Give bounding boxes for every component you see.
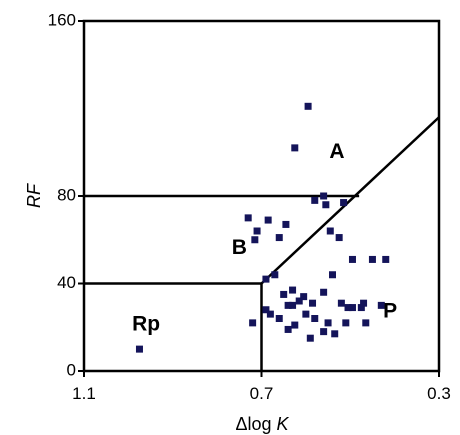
region-labels: A B Rp P: [132, 140, 397, 336]
x-axis-ticks: 1.1 0.7 0.3: [72, 371, 451, 403]
data-point: [266, 310, 274, 318]
data-point: [275, 315, 283, 322]
data-point: [302, 310, 310, 318]
data-point: [335, 234, 343, 242]
region-label-p: P: [383, 299, 397, 322]
data-point: [306, 334, 314, 342]
data-point: [275, 234, 283, 242]
data-point: [300, 293, 308, 301]
region-label-rp: Rp: [132, 313, 160, 336]
y-axis-ticks: 160 80 40 0: [48, 10, 84, 379]
data-point: [320, 288, 328, 296]
data-point: [311, 196, 319, 204]
data-point: [249, 319, 257, 327]
data-point: [284, 325, 292, 333]
data-point: [282, 220, 290, 228]
region-boundaries: [84, 116, 440, 371]
data-point: [348, 255, 356, 263]
data-point: [304, 102, 312, 110]
data-point: [362, 319, 370, 327]
y-tick-label: 160: [48, 10, 76, 29]
data-point: [264, 216, 272, 224]
data-point: [289, 301, 297, 309]
data-point: [280, 290, 288, 298]
region-label-a: A: [329, 140, 344, 163]
data-point: [271, 271, 279, 279]
data-point: [320, 192, 328, 200]
data-point: [320, 328, 328, 336]
data-point: [357, 304, 365, 312]
data-point: [337, 299, 345, 307]
data-point: [135, 345, 143, 353]
data-point: [262, 275, 270, 283]
data-point: [295, 297, 303, 305]
boundary-diagonal: [260, 116, 440, 285]
data-point: [311, 315, 319, 322]
data-point: [253, 227, 261, 235]
data-point: [368, 255, 376, 263]
region-label-b: B: [232, 236, 247, 259]
data-point: [322, 201, 330, 209]
data-point: [251, 236, 259, 244]
data-point: [331, 330, 339, 338]
data-point: [324, 319, 332, 327]
x-tick-label: 0.3: [427, 384, 451, 403]
data-point: [262, 306, 270, 314]
data-point: [309, 299, 317, 307]
data-point: [291, 144, 299, 152]
data-point: [244, 214, 252, 222]
data-point: [326, 227, 334, 235]
x-axis-label: Δlog K: [235, 414, 289, 434]
y-tick-label: 80: [57, 185, 76, 204]
data-point: [284, 301, 292, 309]
y-tick-label: 0: [67, 360, 76, 379]
data-point: [289, 286, 297, 294]
data-point: [291, 321, 299, 329]
data-point: [344, 304, 352, 312]
x-tick-label: 0.7: [250, 384, 274, 403]
x-tick-label: 1.1: [72, 384, 96, 403]
data-point: [348, 304, 356, 312]
data-points: [135, 102, 390, 353]
data-point: [377, 301, 385, 309]
y-axis-label: RF: [24, 183, 44, 208]
data-point: [382, 255, 390, 263]
data-point: [360, 299, 368, 307]
data-point: [342, 319, 350, 327]
data-point: [340, 199, 348, 207]
data-point: [329, 271, 336, 279]
y-tick-label: 40: [57, 273, 76, 292]
